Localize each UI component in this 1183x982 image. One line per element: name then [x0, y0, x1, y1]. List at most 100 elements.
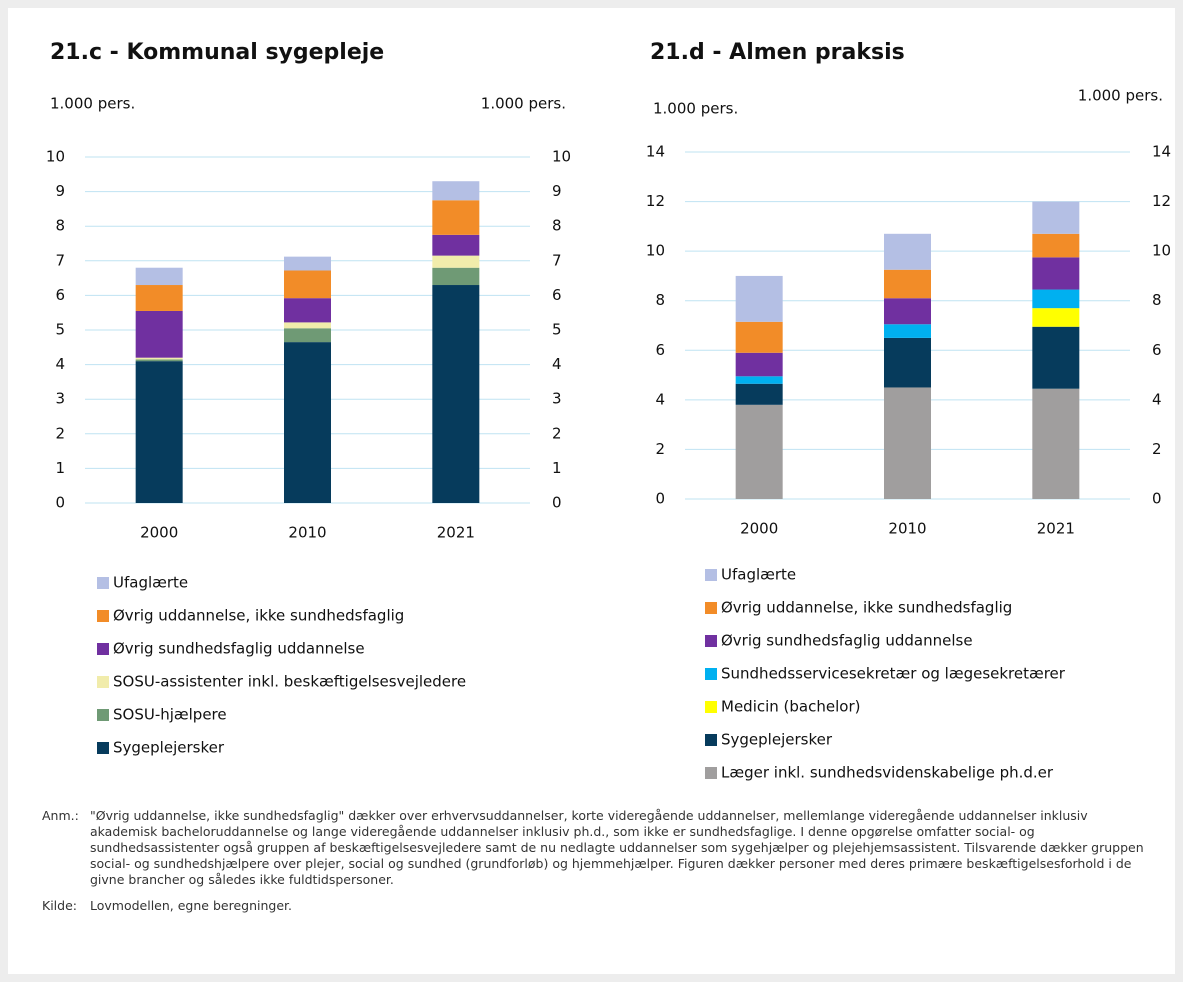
bar-segment — [432, 200, 480, 235]
legend-label: Øvrig sundhedsfaglig uddannelse — [113, 640, 365, 658]
legend-label: Øvrig uddannelse, ikke sundhedsfaglig — [721, 599, 1012, 617]
bar-segment — [135, 361, 183, 503]
bar-segment — [1032, 289, 1080, 309]
bar-segment — [135, 357, 183, 360]
y2-tick-label: 3 — [552, 390, 562, 408]
y2-tick-label: 8 — [552, 217, 562, 235]
y-tick-label: 4 — [55, 355, 65, 373]
y2-tick-label: 9 — [552, 182, 562, 200]
legend-swatch — [97, 610, 109, 622]
bar-segment — [432, 181, 480, 201]
bar-segment — [135, 310, 183, 358]
y-tick-label: 9 — [55, 182, 65, 200]
y-tick-label: 12 — [646, 192, 665, 210]
page: 21.c - Kommunal sygepleje 1.000 pers. 1.00… — [8, 8, 1175, 974]
bar-segment — [1032, 388, 1080, 499]
y2-tick-label: 4 — [1152, 390, 1162, 408]
legend-swatch — [705, 635, 717, 647]
legend-swatch — [97, 577, 109, 589]
y-tick-label: 0 — [655, 490, 665, 508]
bar-segment — [735, 404, 783, 499]
y2-tick-label: 0 — [1152, 490, 1162, 508]
bar-segment — [284, 270, 331, 299]
bar-segment — [735, 321, 783, 353]
legend-swatch — [705, 602, 717, 614]
y-tick-label: 7 — [55, 251, 65, 269]
bar-segment — [884, 298, 931, 325]
legend-swatch — [705, 701, 717, 713]
source-label: Kilde: — [42, 898, 77, 913]
legend-swatch — [705, 569, 717, 581]
legend-swatch — [705, 668, 717, 680]
y-tick-label: 14 — [646, 143, 665, 161]
bar-segment — [135, 359, 183, 362]
y-tick-label: 5 — [55, 321, 65, 339]
y-axis-label: 1.000 pers. — [653, 100, 738, 118]
x-tick-label: 2021 — [437, 524, 475, 542]
bar-segment — [284, 298, 331, 323]
legend-swatch — [97, 643, 109, 655]
bar-segment — [284, 328, 331, 343]
y2-axis-label: 1.000 pers. — [481, 95, 566, 113]
y2-tick-label: 10 — [1152, 242, 1171, 260]
bar-segment — [135, 267, 183, 286]
legend-swatch — [705, 767, 717, 779]
y-tick-label: 1 — [55, 459, 65, 477]
x-tick-label: 2010 — [888, 520, 926, 538]
note: Anm.: "Øvrig uddannelse, ikke sundhedsfag… — [42, 808, 1152, 888]
chart-title: 21.c - Kommunal sygepleje — [50, 40, 384, 65]
y-tick-label: 8 — [55, 217, 65, 235]
legend-label: SOSU-assistenter inkl. beskæftigelsesvej… — [113, 673, 466, 691]
y2-axis-label: 1.000 pers. — [1078, 87, 1163, 105]
y2-tick-label: 7 — [552, 251, 562, 269]
legend-swatch — [97, 742, 109, 754]
legend-label: Sygeplejersker — [721, 731, 833, 749]
y-tick-label: 2 — [55, 424, 65, 442]
bar-segment — [735, 352, 783, 377]
x-tick-label: 2000 — [140, 524, 178, 542]
bar-segment — [735, 383, 783, 405]
bar-segment — [884, 324, 931, 338]
y-tick-label: 0 — [55, 494, 65, 512]
y2-tick-label: 2 — [552, 424, 562, 442]
legend-label: Medicin (bachelor) — [721, 698, 860, 716]
y2-tick-label: 1 — [552, 459, 562, 477]
notes: Anm.: "Øvrig uddannelse, ikke sundhedsfag… — [42, 808, 1152, 924]
bar-segment — [884, 337, 931, 388]
chart-title: 21.d - Almen praksis — [650, 40, 905, 65]
y2-tick-label: 4 — [552, 355, 562, 373]
y2-tick-label: 14 — [1152, 143, 1171, 161]
bar-segment — [432, 285, 480, 503]
bar-segment — [884, 387, 931, 499]
bar-segment — [284, 256, 331, 271]
bar-segment — [1032, 308, 1080, 327]
legend-swatch — [97, 709, 109, 721]
y-tick-label: 10 — [646, 242, 665, 260]
bar-segment — [432, 234, 480, 256]
legend-label: Sygeplejersker — [113, 739, 225, 757]
bar-segment — [884, 233, 931, 270]
y2-tick-label: 6 — [552, 286, 562, 304]
bar-segment — [884, 269, 931, 299]
bar-segment — [432, 255, 480, 268]
y-tick-label: 3 — [55, 390, 65, 408]
source-text: Lovmodellen, egne beregninger. — [90, 898, 292, 913]
y2-tick-label: 6 — [1152, 341, 1162, 359]
y-tick-label: 6 — [55, 286, 65, 304]
legend-swatch — [97, 676, 109, 688]
bar-segment — [735, 376, 783, 384]
x-tick-label: 2010 — [288, 524, 326, 542]
y2-tick-label: 8 — [1152, 291, 1162, 309]
y2-tick-label: 12 — [1152, 192, 1171, 210]
bar-segment — [1032, 326, 1080, 389]
legend-swatch — [705, 734, 717, 746]
legend-label: Øvrig sundhedsfaglig uddannelse — [721, 632, 973, 650]
bar-segment — [284, 342, 331, 503]
legend-label: Ufaglærte — [721, 566, 796, 584]
y-tick-label: 4 — [655, 390, 665, 408]
legend-label: Øvrig uddannelse, ikke sundhedsfaglig — [113, 607, 404, 625]
bar-segment — [284, 322, 331, 329]
y-tick-label: 8 — [655, 291, 665, 309]
x-tick-label: 2021 — [1037, 520, 1075, 538]
bar-segment — [735, 275, 783, 322]
